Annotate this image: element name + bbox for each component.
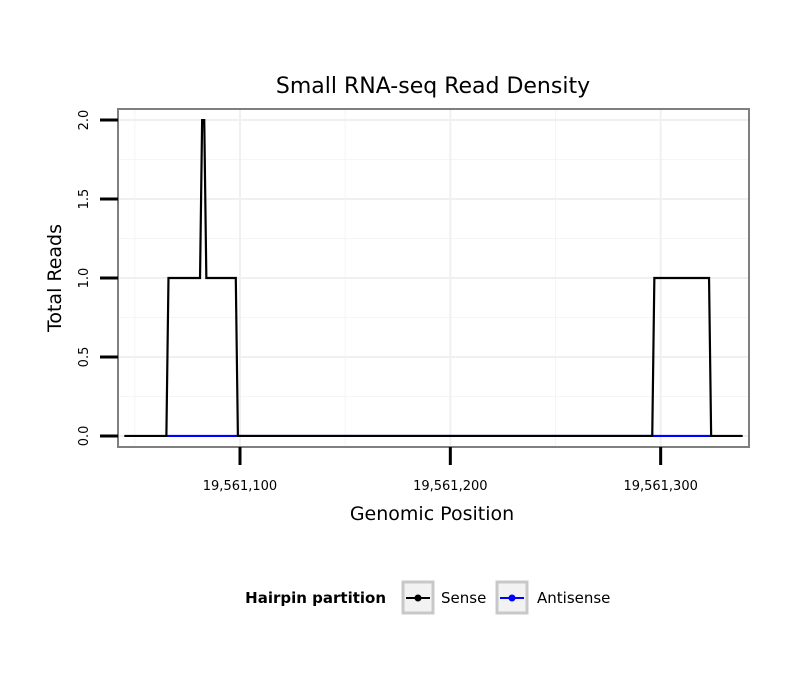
y-tick-label: 0.0 — [77, 426, 92, 447]
y-tick-label: 1.0 — [77, 268, 92, 289]
x-axis-title: Genomic Position — [350, 503, 514, 525]
y-axis-title: Total Reads — [44, 224, 66, 333]
y-tick-label: 2.0 — [77, 110, 92, 131]
legend-items: Sense Antisense — [401, 580, 610, 615]
chart-title: Small RNA-seq Read Density — [276, 74, 590, 99]
legend-key-marker — [508, 594, 516, 602]
legend-title: Hairpin partition — [245, 589, 386, 607]
series-line-sense — [124, 118, 743, 438]
legend-label: Sense — [441, 589, 486, 607]
x-tick-label: 19,561,100 — [203, 479, 277, 494]
legend-key-marker — [414, 594, 422, 602]
series-layer — [124, 118, 743, 438]
y-tick-label: 0.5 — [77, 347, 92, 368]
y-axis: 0.0 0.5 1.0 1.5 2.0 — [77, 110, 118, 447]
y-tick-label: 1.5 — [77, 189, 92, 210]
x-tick-label: 19,561,200 — [413, 479, 487, 494]
x-axis: 19,561,100 19,561,200 19,561,300 — [203, 447, 698, 494]
legend-label: Antisense — [537, 589, 610, 607]
legend: Hairpin partition Sense Antisense — [245, 580, 610, 615]
x-tick-label: 19,561,300 — [623, 479, 697, 494]
